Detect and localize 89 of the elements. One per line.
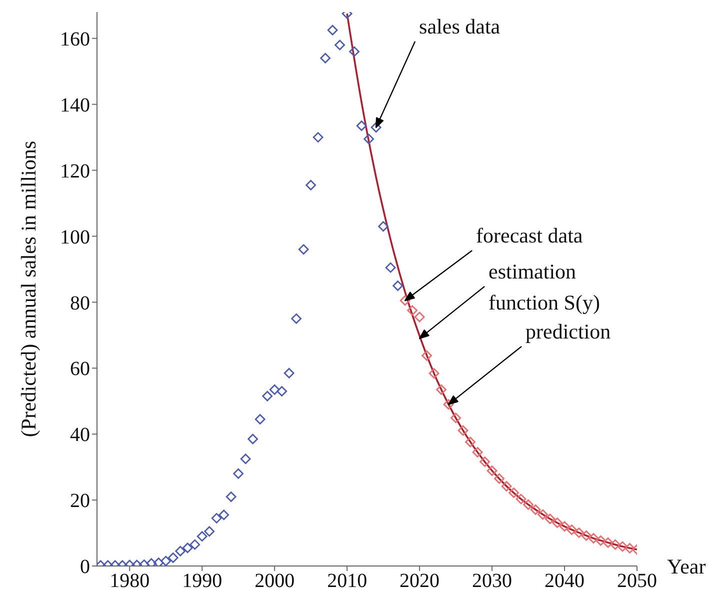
point bbox=[204, 526, 215, 537]
point bbox=[596, 535, 606, 546]
point bbox=[544, 514, 556, 524]
y-tick-label: 20 bbox=[70, 490, 90, 512]
y-axis-title: (Predicted) annual sales in millions bbox=[16, 140, 40, 438]
point bbox=[233, 468, 244, 479]
point bbox=[486, 466, 498, 476]
point bbox=[516, 494, 526, 504]
point bbox=[320, 52, 331, 64]
x-tick-label: 2020 bbox=[400, 570, 440, 592]
point bbox=[182, 542, 193, 554]
point bbox=[523, 499, 534, 510]
x-axis-title: Year bbox=[667, 554, 706, 578]
annotation: sales data bbox=[419, 14, 501, 38]
point bbox=[334, 40, 346, 50]
y-tick-label: 100 bbox=[60, 226, 90, 248]
point bbox=[617, 541, 628, 552]
point bbox=[530, 504, 541, 515]
point bbox=[436, 384, 446, 395]
point bbox=[196, 531, 208, 542]
point bbox=[356, 120, 367, 131]
annotation: forecast data bbox=[476, 224, 584, 248]
point bbox=[602, 537, 614, 548]
point bbox=[190, 539, 200, 550]
y-tick-label: 60 bbox=[70, 358, 90, 380]
point bbox=[248, 434, 258, 444]
point bbox=[428, 368, 440, 379]
point bbox=[392, 280, 404, 291]
point bbox=[559, 521, 570, 532]
point bbox=[407, 305, 418, 316]
point bbox=[269, 384, 280, 395]
point bbox=[465, 436, 476, 448]
point bbox=[262, 390, 273, 402]
point bbox=[501, 481, 512, 492]
point bbox=[168, 552, 178, 563]
point bbox=[160, 556, 172, 566]
point bbox=[146, 558, 157, 566]
x-tick-label: 1990 bbox=[182, 570, 222, 592]
x-tick-label: 2040 bbox=[544, 570, 585, 592]
point bbox=[538, 509, 548, 520]
x-tick-label: 2010 bbox=[327, 570, 368, 592]
annotation: prediction bbox=[526, 319, 612, 344]
point bbox=[508, 488, 519, 498]
point bbox=[450, 412, 461, 424]
point bbox=[291, 313, 302, 324]
point bbox=[211, 512, 222, 524]
y-tick-label: 80 bbox=[70, 292, 90, 314]
y-tick-label: 140 bbox=[60, 94, 90, 116]
point bbox=[254, 414, 266, 424]
point bbox=[306, 180, 316, 190]
point bbox=[312, 132, 324, 143]
point bbox=[581, 530, 592, 541]
y-tick-label: 40 bbox=[70, 424, 90, 446]
y-tick-label: 0 bbox=[80, 556, 90, 578]
point bbox=[284, 368, 294, 378]
point bbox=[443, 399, 454, 410]
x-tick-label: 2000 bbox=[254, 570, 295, 592]
point bbox=[472, 447, 483, 458]
x-tick-label: 2050 bbox=[617, 570, 657, 592]
point bbox=[349, 46, 360, 57]
point bbox=[480, 456, 490, 467]
point bbox=[588, 533, 599, 544]
point bbox=[458, 425, 468, 436]
point bbox=[370, 122, 382, 133]
point bbox=[298, 244, 309, 255]
point bbox=[610, 539, 620, 550]
point bbox=[494, 473, 504, 484]
point bbox=[422, 350, 432, 361]
point bbox=[175, 546, 186, 556]
point bbox=[574, 527, 584, 538]
point bbox=[385, 262, 396, 273]
point bbox=[364, 134, 374, 144]
y-tick-label: 160 bbox=[60, 28, 90, 50]
x-tick-label: 2030 bbox=[472, 570, 512, 592]
point bbox=[240, 454, 251, 464]
point bbox=[218, 510, 230, 520]
x-tick-label: 1980 bbox=[110, 570, 150, 592]
point bbox=[624, 542, 635, 554]
point bbox=[414, 312, 425, 322]
point bbox=[276, 386, 288, 396]
point bbox=[226, 492, 236, 502]
point bbox=[566, 524, 577, 535]
y-tick-label: 120 bbox=[60, 160, 90, 182]
annotation: estimation function S(y) bbox=[488, 259, 600, 314]
point bbox=[400, 295, 410, 306]
point bbox=[327, 24, 338, 36]
point bbox=[552, 518, 562, 528]
point bbox=[378, 221, 389, 232]
point bbox=[153, 558, 164, 566]
